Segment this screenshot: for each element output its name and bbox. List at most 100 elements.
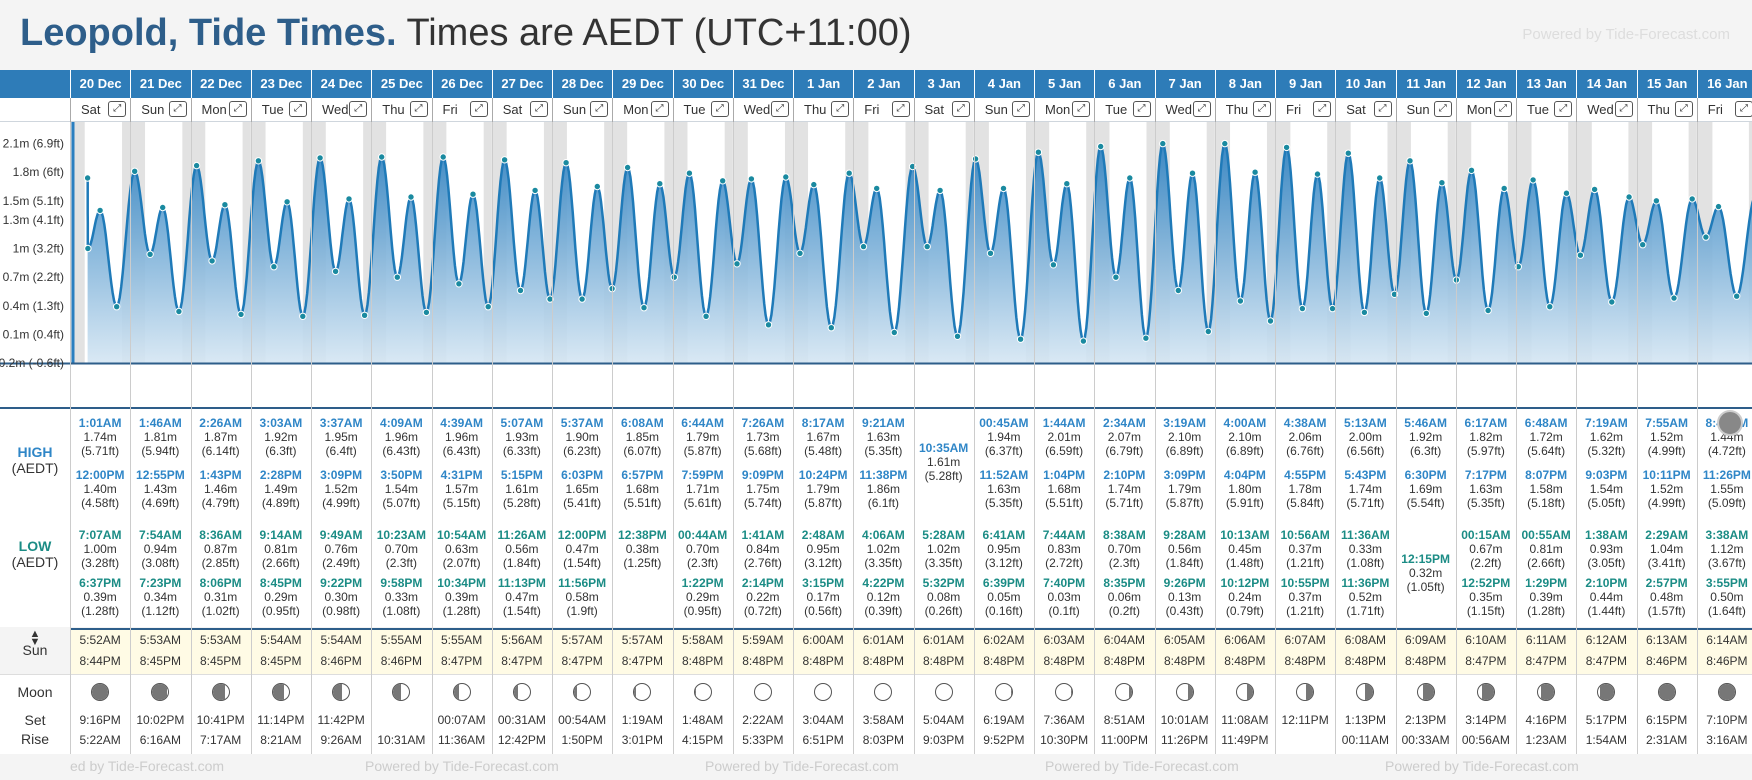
day-separator (1455, 122, 1457, 754)
expand-icon[interactable]: ⤢ (289, 101, 307, 117)
low-tide-cell: 11:56PM 0.58m (1.9ft) (552, 576, 612, 618)
expand-icon[interactable]: ⤢ (168, 101, 187, 117)
low-tide-cell: 10:56AM 0.37m (1.21ft) (1275, 528, 1335, 570)
powered-by-bottom[interactable]: Powered by Tide-Forecast.com (705, 758, 899, 774)
y-tick-label: 1m (3.2ft) (13, 242, 64, 256)
low-tide-cell-line: 8:38AM (1103, 528, 1146, 542)
expand-icon[interactable]: ⤢ (1373, 101, 1392, 117)
powered-by-bottom[interactable]: Powered by Tide-Forecast.com (1045, 758, 1239, 774)
day-separator (130, 122, 132, 754)
expand-icon[interactable]: ⤢ (1554, 101, 1573, 117)
expand-icon[interactable]: ⤢ (228, 101, 247, 117)
high-tide-cell-line: 1.72m (1529, 430, 1563, 444)
expand-icon[interactable]: ⤢ (590, 101, 609, 117)
low-tide-cell-line: 0.52m (1348, 590, 1383, 604)
y-tick-label: -0.2m (-0.6ft) (0, 356, 64, 370)
expand-icon[interactable]: ⤢ (1735, 101, 1752, 117)
expand-icon[interactable]: ⤢ (650, 101, 669, 117)
low-tide-cell-line: 0.08m (926, 590, 961, 604)
high-tide-cell-line: 5:43PM (1344, 468, 1387, 482)
sunset-time: 8:47PM (1465, 654, 1507, 668)
low-tide-cell-line: 0.33m (1348, 542, 1383, 556)
low-tide-cell: 12:52PM 0.35m (1.15ft) (1456, 576, 1516, 618)
expand-icon[interactable]: ⤢ (1674, 101, 1693, 117)
low-tide-cell-line: (0.16ft) (984, 604, 1023, 618)
date-header: 5 Jan (1034, 70, 1094, 98)
expand-icon[interactable]: ⤢ (108, 101, 127, 117)
high-tide-cell: 7:17PM 1.63m (5.35ft) (1456, 468, 1516, 510)
low-tide-cell-line: 0.87m (203, 542, 238, 556)
tide-extreme-point (1188, 169, 1197, 177)
tide-extreme-point (84, 244, 92, 253)
moon-phase-icon (573, 683, 592, 701)
expand-icon[interactable]: ⤢ (771, 101, 789, 117)
moon-phase-icon (1416, 683, 1435, 701)
low-tide-cell: 7:23PM 0.34m (1.12ft) (130, 576, 190, 618)
day-header: Mon ⤢ (1455, 98, 1516, 122)
expand-icon[interactable]: ⤢ (1012, 101, 1030, 117)
expand-icon[interactable]: ⤢ (1494, 101, 1512, 117)
powered-by-top[interactable]: Powered by Tide-Forecast.com (1522, 26, 1730, 43)
high-tide-cell-line: (6.43ft) (382, 444, 421, 458)
expand-icon[interactable]: ⤢ (1072, 101, 1091, 117)
expand-icon[interactable]: ⤢ (349, 101, 368, 117)
night-shade (1327, 122, 1336, 363)
tide-extreme-point (936, 186, 944, 195)
moon-shadow (393, 684, 401, 700)
expand-icon[interactable]: ⤢ (831, 101, 850, 117)
high-tide-cell-line: 7:19AM (1585, 416, 1628, 430)
moonset-time: 6:15PM (1645, 713, 1688, 727)
expand-icon[interactable]: ⤢ (469, 101, 488, 117)
scroll-right-button[interactable] (1717, 410, 1743, 436)
expand-icon[interactable]: ⤢ (710, 101, 729, 117)
y-tick-label: 0.1m (0.4ft) (3, 327, 64, 341)
date-header: 27 Dec (491, 70, 552, 98)
moon-shadow (272, 684, 284, 700)
expand-icon[interactable]: ⤢ (1132, 101, 1151, 117)
high-tide-cell-line: 3:19AM (1163, 416, 1206, 430)
high-tide-cell-line: (5.35ft) (864, 444, 903, 458)
tide-extreme-point (1251, 168, 1259, 176)
high-tide-cell: 5:07AM 1.93m (6.33ft) (492, 416, 552, 458)
high-tide-cell: 7:59PM 1.71m (5.61ft) (673, 468, 733, 510)
low-tide-cell-line: 12:00PM (557, 528, 607, 542)
expand-icon[interactable]: ⤢ (1192, 101, 1211, 117)
expand-icon[interactable]: ⤢ (951, 101, 970, 117)
expand-icon[interactable]: ⤢ (1433, 101, 1452, 117)
tide-extreme-point (747, 175, 756, 183)
expand-icon[interactable]: ⤢ (891, 101, 910, 117)
powered-by-bottom[interactable]: Powered by Tide-Forecast.com (1385, 758, 1579, 774)
expand-icon[interactable]: ⤢ (1253, 101, 1271, 117)
high-tide-cell-line: 1.92m (264, 430, 298, 444)
day-name: Fri (1707, 102, 1723, 117)
moonset-time: 2:22AM (742, 713, 784, 727)
tide-extreme-point (1562, 189, 1571, 197)
powered-by-bottom[interactable]: ed by Tide-Forecast.com (70, 758, 225, 774)
expand-icon[interactable]: ⤢ (1313, 101, 1332, 117)
high-tide-cell-line: (6.89ft) (1225, 444, 1264, 458)
sunrise-time: 6:06AM (1224, 633, 1266, 647)
high-tide-cell-line: (4.99ft) (1647, 496, 1686, 510)
high-tide-cell-line: 1.79m (1167, 482, 1202, 496)
expand-icon[interactable]: ⤢ (409, 101, 428, 117)
powered-by-bottom[interactable]: Powered by Tide-Forecast.com (365, 758, 559, 774)
y-tick-label: 0.4m (1.3ft) (3, 299, 64, 313)
day-header: Sat ⤢ (1335, 98, 1395, 122)
day-separator (1576, 122, 1578, 754)
y-tick-label: 1.3m (4.1ft) (3, 213, 64, 227)
low-tide-cell: 9:58PM 0.33m (1.08ft) (371, 576, 431, 618)
low-tide-cell-line: 0.06m (1107, 590, 1142, 604)
moonrise-time: 00:33AM (1401, 733, 1450, 747)
high-tide-cell: 4:31PM 1.57m (5.15ft) (432, 468, 492, 510)
tide-extreme-point (1639, 241, 1647, 249)
expand-icon[interactable]: ⤢ (530, 101, 548, 117)
low-tide-cell-line: 0.34m (143, 590, 178, 604)
high-tide-cell-line: 1.52m (324, 482, 358, 496)
high-tide-cell: 3:09PM 1.79m (5.87ft) (1155, 468, 1215, 510)
day-name: Wed (322, 102, 349, 117)
moonrise-time: 1:50PM (561, 733, 603, 747)
expand-icon[interactable]: ⤢ (1614, 101, 1633, 117)
low-tide-cell-line: (2.72ft) (1045, 556, 1084, 570)
high-tide-cell: 8:17AM 1.67m (5.48ft) (793, 416, 853, 458)
day-name: Sat (502, 102, 523, 117)
